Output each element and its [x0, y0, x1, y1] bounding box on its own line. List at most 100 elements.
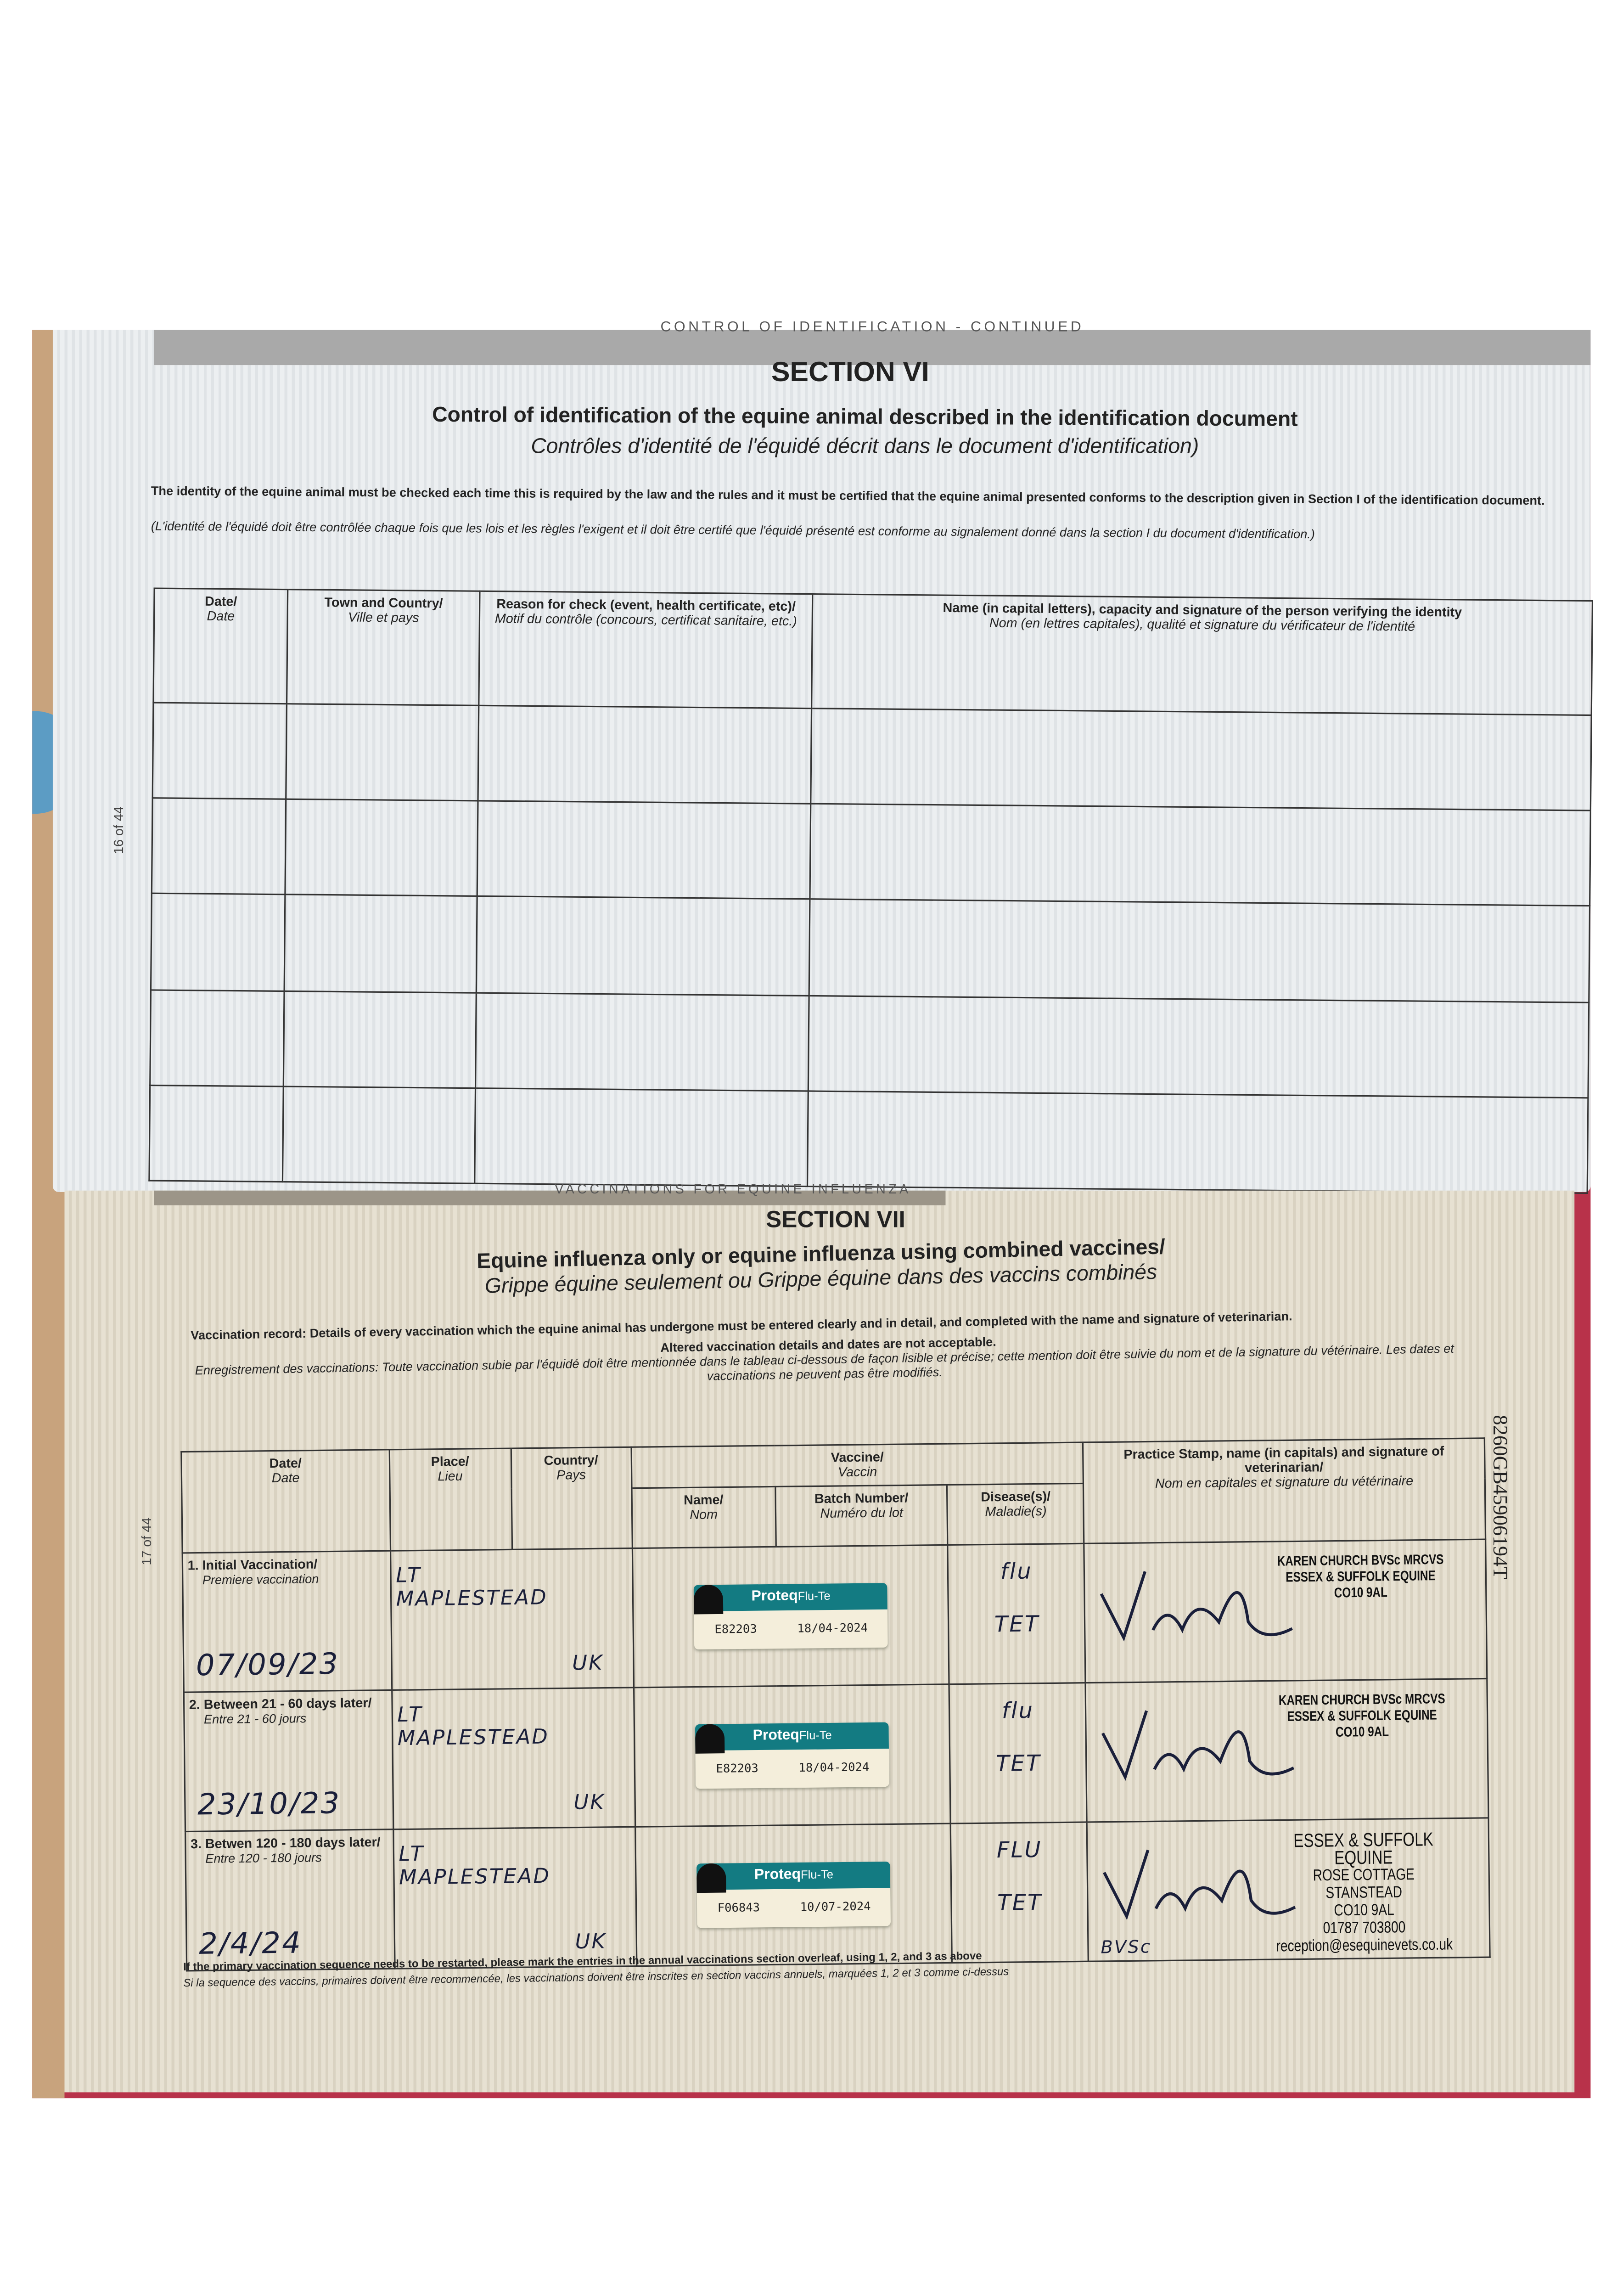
vaccine-brand: Proteq: [751, 1588, 798, 1605]
handwritten-disease-2: TET: [997, 1889, 1043, 1916]
stamp-cell: BVSc ESSEX & SUFFOLK EQUINE ROSE COTTAGE S…: [1087, 1818, 1490, 1962]
passport-number: 8260GB45906194T: [1488, 1415, 1510, 1579]
vaccine-brand: Proteq: [754, 1867, 801, 1884]
stamp-cell: KAREN CHURCH BVSc MRCVS ESSEX & SUFFOLK E…: [1085, 1678, 1488, 1823]
practice-stamp: KAREN CHURCH BVSc MRCVS ESSEX & SUFFOLK E…: [1262, 1692, 1462, 1742]
header-strip-text: CONTROL OF IDENTIFICATION - CONTINUED: [660, 320, 1084, 336]
proteq-logo-icon: [696, 1863, 727, 1893]
col-date: Date/Date: [181, 1449, 391, 1553]
handwritten-country: UK: [572, 1652, 604, 1676]
col-stamp: Practice Stamp, name (in capitals) and s…: [1083, 1438, 1486, 1544]
page-section-vi: [52, 330, 1591, 1192]
practice-stamp: ESSEX & SUFFOLK EQUINE ROSE COTTAGE STANST…: [1264, 1828, 1464, 1956]
proteq-logo-icon: [695, 1724, 725, 1754]
table-row: [152, 798, 1591, 906]
vaccine-brand: Proteq: [753, 1728, 800, 1745]
signature: [1103, 1850, 1296, 1920]
col-disease: Disease(s)/Maladie(s): [948, 1483, 1084, 1545]
stage-label: 2. Between 21 - 60 days later/: [189, 1695, 372, 1712]
disease-cell: flu TET: [949, 1683, 1087, 1824]
vaccine-type: Flu-Te: [797, 1589, 831, 1604]
table-row: [149, 1085, 1588, 1193]
vaccine-label-cell: ProteqFlu-Te F06843 10/07-2024: [635, 1823, 953, 1966]
proteq-logo-icon: [694, 1585, 724, 1615]
stamp-line: ESSEX & SUFFOLK EQUINE: [1286, 1569, 1436, 1587]
section-vi-heading-fr: Contrôles d'identité de l'équidé décrit …: [531, 435, 1199, 459]
handwritten-date: 07/09/23: [196, 1646, 340, 1683]
stamp-line: 01787 703800: [1323, 1919, 1406, 1938]
header-strip: [154, 330, 1591, 366]
stamp-line: ESSEX & SUFFOLK EQUINE: [1293, 1828, 1433, 1869]
stamp-line: CO10 9AL: [1334, 1902, 1394, 1920]
vaccine-label-cell: ProteqFlu-Te E82203 18/04-2024: [634, 1684, 951, 1827]
vaccination-row: 2. Between 21 - 60 days later/ Entre 21 …: [184, 1678, 1488, 1832]
table-row: [150, 989, 1589, 1098]
vaccination-row: 1. Initial Vaccination/ Premiere vaccina…: [182, 1539, 1487, 1693]
expiry-date: 10/07-2024: [800, 1900, 871, 1914]
col-reason: Reason for check (event, health certific…: [478, 591, 813, 709]
col-vaccine: Vaccine/Vaccin: [631, 1442, 1084, 1488]
section-vi-title: SECTION VI: [771, 358, 929, 389]
stamp-line: KAREN CHURCH BVSc MRCVS: [1278, 1691, 1445, 1710]
handwritten-place: LT MAPLESTEAD: [397, 1704, 550, 1751]
expiry-date: 18/04-2024: [798, 1761, 870, 1775]
stamp-line: STANSTEAD: [1325, 1884, 1403, 1903]
col-place: Place/Lieu: [389, 1448, 511, 1551]
vaccine-label-cell: ProteqFlu-Te E82203 18/04-2024: [632, 1545, 950, 1688]
vaccine-sticker: ProteqFlu-Te E82203 18/04-2024: [695, 1722, 890, 1789]
handwritten-country: UK: [573, 1791, 606, 1815]
place-country-cell: LT MAPLESTEAD UK: [390, 1548, 634, 1690]
table-row: [151, 894, 1590, 1002]
stamp-line: ESSEX & SUFFOLK EQUINE: [1287, 1708, 1437, 1726]
stage-label: 3. Betwen 120 - 180 days later/: [190, 1835, 381, 1851]
col-country: Country/Pays: [510, 1447, 633, 1550]
vaccine-type: Flu-Te: [799, 1728, 832, 1743]
identity-check-table: Date/Date Town and Country/Ville et pays…: [148, 588, 1593, 1194]
signature: [1100, 1571, 1293, 1642]
handwritten-place: LT MAPLESTEAD: [399, 1843, 551, 1891]
stamp-cell: KAREN CHURCH BVSc MRCVS ESSEX & SUFFOLK E…: [1084, 1539, 1487, 1683]
vaccine-sticker: ProteqFlu-Te F06843 10/07-2024: [696, 1862, 891, 1928]
handwritten-disease-2: TET: [995, 1750, 1041, 1777]
stage-label-fr: Premiere vaccination: [202, 1571, 319, 1587]
vaccination-table: Date/Date Place/Lieu Country/Pays Vaccin…: [180, 1437, 1490, 1971]
col-verifier: Name (in capital letters), capacity and …: [811, 594, 1593, 715]
handwritten-disease-1: flu: [1001, 1697, 1034, 1724]
stage-label-fr: Entre 120 - 180 jours: [205, 1850, 322, 1866]
place-country-cell: LT MAPLESTEAD UK: [392, 1688, 635, 1829]
vaccination-row: 3. Betwen 120 - 180 days later/ Entre 12…: [185, 1818, 1490, 1971]
page-number-17: 17 of 44: [139, 1517, 154, 1565]
batch-number: E82203: [716, 1761, 759, 1776]
table-row: [152, 703, 1592, 811]
col-vaccine-name: Name/Nom: [632, 1486, 776, 1549]
handwritten-date: 23/10/23: [197, 1785, 341, 1822]
handwritten-place: LT MAPLESTEAD: [395, 1564, 548, 1612]
stamp-line: CO10 9AL: [1335, 1724, 1389, 1741]
disease-cell: flu TET: [948, 1543, 1086, 1685]
date-cell: 1. Initial Vaccination/ Premiere vaccina…: [182, 1551, 392, 1693]
handwritten-disease-1: flu: [1000, 1558, 1033, 1585]
stage-label-fr: Entre 21 - 60 jours: [203, 1711, 307, 1727]
stamp-line: reception@esequinevets.co.uk: [1276, 1936, 1453, 1956]
header-strip-2-text: VACCINATIONS FOR EQUINE INFLUENZA: [555, 1182, 911, 1197]
practice-stamp: KAREN CHURCH BVSc MRCVS ESSEX & SUFFOLK E…: [1261, 1552, 1460, 1603]
disease-cell: FLU TET: [951, 1822, 1089, 1963]
batch-number: F06843: [717, 1901, 760, 1915]
page-number-16: 16 of 44: [111, 806, 126, 855]
handwritten-disease-1: FLU: [996, 1836, 1042, 1863]
date-cell: 3. Betwen 120 - 180 days later/ Entre 12…: [185, 1829, 395, 1971]
vaccine-sticker: ProteqFlu-Te E82203 18/04-2024: [694, 1583, 888, 1650]
signature: [1101, 1710, 1295, 1781]
stamp-line: CO10 9AL: [1334, 1585, 1388, 1602]
place-country-cell: LT MAPLESTEAD UK: [393, 1827, 637, 1969]
stamp-line: ROSE COTTAGE: [1313, 1866, 1415, 1885]
col-batch: Batch Number/Numéro du lot: [775, 1485, 949, 1547]
vaccine-type: Flu-Te: [800, 1868, 834, 1882]
col-date: Date/Date: [153, 588, 288, 704]
date-cell: 2. Between 21 - 60 days later/ Entre 21 …: [184, 1690, 393, 1832]
handwritten-date: 2/4/24: [198, 1925, 303, 1961]
batch-number: E82203: [714, 1622, 757, 1637]
col-town: Town and Country/Ville et pays: [286, 589, 480, 706]
stamp-line: KAREN CHURCH BVSc MRCVS: [1277, 1552, 1444, 1570]
